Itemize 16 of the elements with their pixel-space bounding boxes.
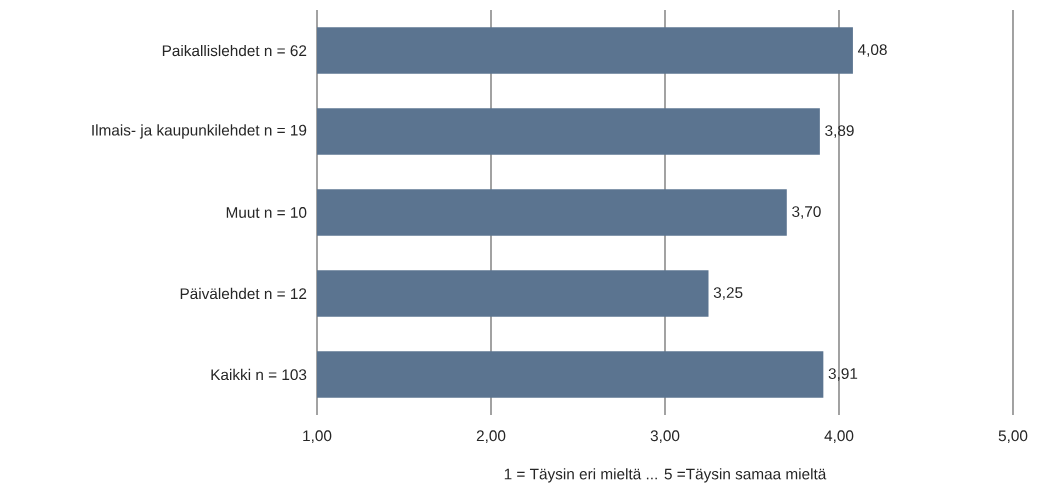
x-tick-label: 2,00 [476, 430, 506, 444]
data-label: 3,70 [792, 206, 821, 219]
y-tick-label: Kaikki n = 103 [211, 368, 307, 381]
data-label: 3,91 [828, 368, 858, 381]
y-tick-label: Ilmais- ja kaupunkilehdet n = 19 [92, 124, 307, 139]
y-tick-label: Paikallislehdet n = 62 [162, 44, 307, 57]
x-tick-label: 3,00 [650, 430, 680, 444]
y-tick-label: Päivälehdet n = 12 [180, 287, 307, 300]
x-tick-label: 5,00 [998, 430, 1028, 444]
y-tick-label: Muut n = 10 [226, 207, 307, 218]
data-label: 4,08 [857, 44, 887, 57]
data-label: 3,89 [825, 125, 854, 138]
x-tick-label: 4,00 [824, 430, 854, 444]
x-tick-label: 1,00 [303, 430, 332, 444]
data-label: 3,25 [713, 287, 743, 300]
x-axis-title: 1 = Täysin eri mieltä ... 5 =Täysin samaa mieltä [504, 468, 827, 483]
